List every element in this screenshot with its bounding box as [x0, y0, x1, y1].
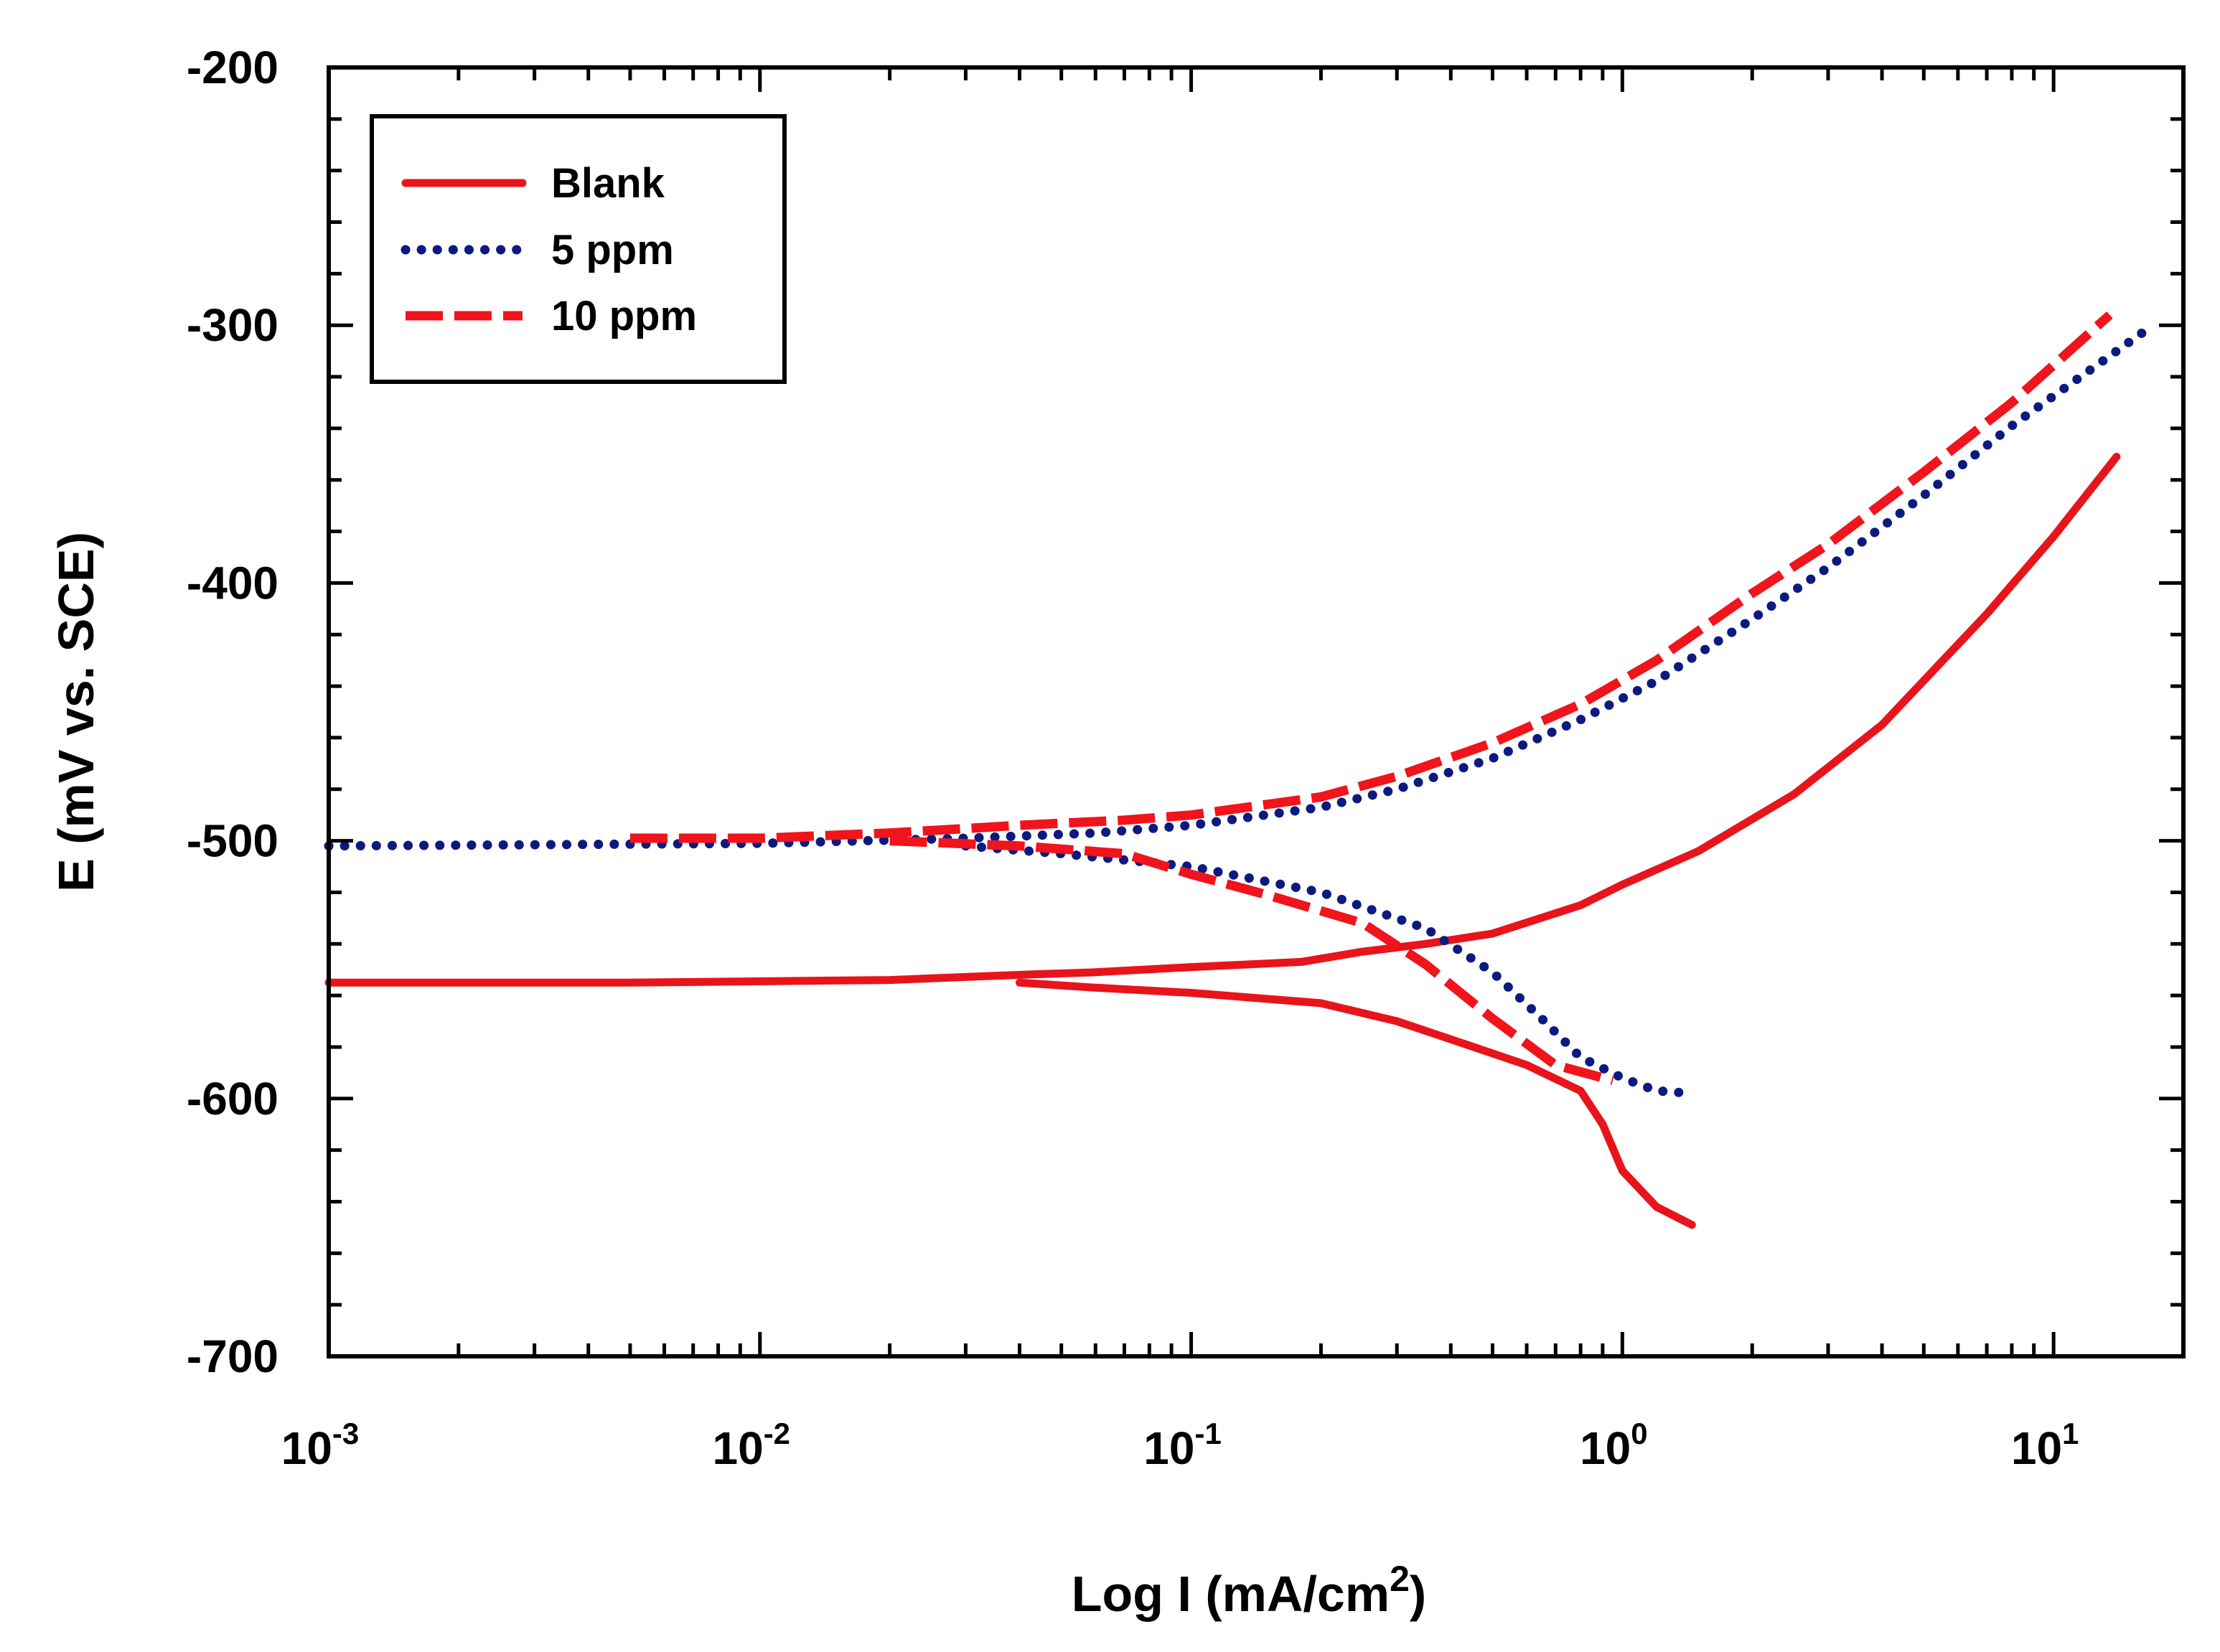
series-layer	[324, 311, 2158, 1229]
x-axis-title-main: Log I (mA/cm	[1072, 1566, 1390, 1622]
y-axis-title: E (mV vs. SCE)	[48, 532, 104, 892]
y-tick-label: -300	[187, 299, 278, 351]
x-tick-label-exponent: 1	[2062, 1417, 2079, 1450]
x-axis-title: Log I (mA/cm2)	[1072, 1559, 1426, 1622]
x-tick-label-base: 10	[2011, 1422, 2062, 1474]
plot-frame	[327, 65, 2186, 1358]
x-tick-label-exponent: -1	[1194, 1417, 1221, 1450]
y-tick-label: -700	[187, 1330, 278, 1382]
x-axis-title-suffix: )	[1410, 1566, 1426, 1622]
legend-label-10ppm: 10 ppm	[551, 293, 697, 339]
x-tick-labels: 10-3 10-2 10-1 100 101	[281, 1417, 2079, 1474]
y-tick-label: -500	[187, 815, 278, 867]
y-tick-labels: -200 -300 -400 -500 -600 -700	[187, 42, 278, 1382]
ticks-layer	[327, 65, 2186, 1358]
legend-label-blank: Blank	[551, 160, 665, 207]
x-tick-label: 100	[1580, 1417, 1648, 1474]
series-2-branch-0-line	[629, 311, 2113, 843]
x-tick-label-base: 10	[713, 1422, 764, 1474]
series-1-branch-1-line	[960, 841, 1697, 1099]
x-tick-label-exponent: -2	[764, 1417, 790, 1450]
x-axis-title-superscript: 2	[1390, 1559, 1410, 1599]
x-tick-label: 101	[2011, 1417, 2079, 1474]
x-tick-label-exponent: 0	[1631, 1417, 1647, 1450]
series-2-branch-1-line	[889, 836, 1614, 1085]
y-tick-label: -200	[187, 42, 278, 93]
x-tick-label-exponent: -3	[332, 1417, 359, 1450]
legend: Blank 5 ppm 10 ppm	[370, 114, 787, 384]
y-tick-label: -600	[187, 1073, 278, 1125]
x-tick-label-base: 10	[1143, 1422, 1194, 1474]
x-tick-label-base: 10	[1580, 1422, 1631, 1474]
legend-label-5ppm: 5 ppm	[551, 227, 674, 273]
series-0-branch-0-line	[324, 452, 2121, 987]
x-tick-label: 10-1	[1143, 1417, 1222, 1474]
y-tick-label: -400	[187, 557, 278, 609]
x-tick-label-base: 10	[281, 1422, 332, 1474]
series-0-branch-1-line	[1016, 978, 1696, 1229]
series-1-branch-0-line	[324, 320, 2158, 851]
x-tick-label: 10-3	[281, 1417, 360, 1474]
x-tick-label: 10-2	[713, 1417, 791, 1474]
